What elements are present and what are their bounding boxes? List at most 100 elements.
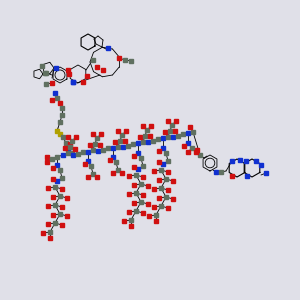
Bar bbox=[134, 209, 138, 213]
Bar bbox=[60, 106, 64, 110]
Bar bbox=[123, 58, 127, 62]
Bar bbox=[81, 80, 85, 84]
Bar bbox=[166, 206, 170, 210]
Bar bbox=[71, 80, 75, 84]
Bar bbox=[41, 231, 45, 235]
Bar bbox=[230, 174, 234, 178]
Bar bbox=[122, 219, 126, 223]
Bar bbox=[61, 153, 65, 157]
Bar bbox=[48, 236, 52, 240]
Bar bbox=[141, 211, 145, 215]
Bar bbox=[114, 160, 118, 164]
Bar bbox=[40, 64, 44, 68]
Bar bbox=[66, 151, 70, 155]
Bar bbox=[186, 131, 190, 135]
Bar bbox=[71, 80, 75, 84]
Bar bbox=[159, 204, 163, 208]
Bar bbox=[58, 212, 62, 216]
Bar bbox=[45, 160, 49, 164]
Bar bbox=[136, 151, 140, 155]
Bar bbox=[111, 171, 115, 175]
Bar bbox=[151, 139, 155, 143]
Bar bbox=[134, 191, 138, 195]
Bar bbox=[58, 101, 62, 105]
Bar bbox=[166, 135, 170, 139]
Bar bbox=[244, 159, 248, 163]
Bar bbox=[139, 156, 143, 160]
Bar bbox=[164, 195, 168, 199]
Bar bbox=[86, 159, 90, 163]
Bar bbox=[60, 205, 64, 209]
Bar bbox=[254, 159, 258, 163]
Bar bbox=[149, 124, 153, 128]
Bar bbox=[129, 218, 133, 222]
Bar bbox=[161, 162, 165, 166]
Bar bbox=[174, 119, 178, 123]
Bar bbox=[55, 179, 59, 183]
Bar bbox=[53, 203, 57, 207]
Bar bbox=[51, 195, 55, 199]
Bar bbox=[66, 147, 70, 151]
Bar bbox=[152, 205, 156, 209]
Bar bbox=[168, 129, 172, 133]
Bar bbox=[138, 135, 142, 139]
Bar bbox=[152, 187, 156, 191]
Bar bbox=[65, 214, 69, 218]
Bar bbox=[126, 144, 130, 148]
Bar bbox=[139, 182, 143, 186]
Bar bbox=[51, 166, 55, 170]
Bar bbox=[83, 162, 87, 166]
Bar bbox=[60, 223, 64, 227]
Bar bbox=[60, 187, 64, 191]
Bar bbox=[166, 188, 170, 192]
Bar bbox=[194, 150, 198, 154]
Bar bbox=[127, 174, 131, 178]
Bar bbox=[141, 140, 145, 144]
Bar bbox=[91, 132, 95, 136]
Bar bbox=[170, 123, 174, 127]
Bar bbox=[70, 151, 74, 155]
Bar bbox=[108, 158, 112, 162]
Bar bbox=[98, 143, 102, 147]
Bar bbox=[99, 132, 103, 136]
Bar bbox=[53, 221, 57, 225]
Bar bbox=[111, 146, 115, 150]
Bar bbox=[55, 155, 59, 159]
Bar bbox=[157, 196, 161, 200]
Bar bbox=[129, 59, 133, 63]
Bar bbox=[60, 113, 64, 117]
Bar bbox=[182, 144, 186, 148]
Bar bbox=[164, 151, 168, 155]
Bar bbox=[86, 150, 90, 154]
Bar bbox=[123, 139, 127, 143]
Bar bbox=[85, 74, 89, 78]
Bar bbox=[132, 154, 136, 158]
Bar bbox=[154, 219, 158, 223]
Bar bbox=[259, 163, 263, 167]
Bar bbox=[198, 153, 202, 157]
Bar bbox=[157, 160, 161, 164]
Bar bbox=[159, 186, 163, 190]
Bar bbox=[117, 56, 121, 60]
Bar bbox=[48, 230, 52, 234]
Bar bbox=[131, 142, 135, 146]
Bar bbox=[181, 132, 185, 136]
Bar bbox=[50, 98, 54, 102]
Bar bbox=[95, 136, 99, 140]
Bar bbox=[76, 152, 80, 156]
Bar bbox=[132, 183, 136, 187]
Bar bbox=[132, 201, 136, 205]
Bar bbox=[164, 177, 168, 181]
Bar bbox=[146, 140, 150, 144]
Bar bbox=[186, 150, 190, 154]
Bar bbox=[129, 224, 133, 228]
Bar bbox=[132, 165, 136, 169]
Bar bbox=[173, 129, 177, 133]
Bar bbox=[58, 120, 62, 124]
Bar bbox=[63, 146, 67, 150]
Bar bbox=[61, 135, 65, 139]
Bar bbox=[152, 169, 156, 173]
Bar bbox=[86, 175, 90, 179]
Bar bbox=[118, 139, 122, 143]
Bar bbox=[166, 170, 170, 174]
